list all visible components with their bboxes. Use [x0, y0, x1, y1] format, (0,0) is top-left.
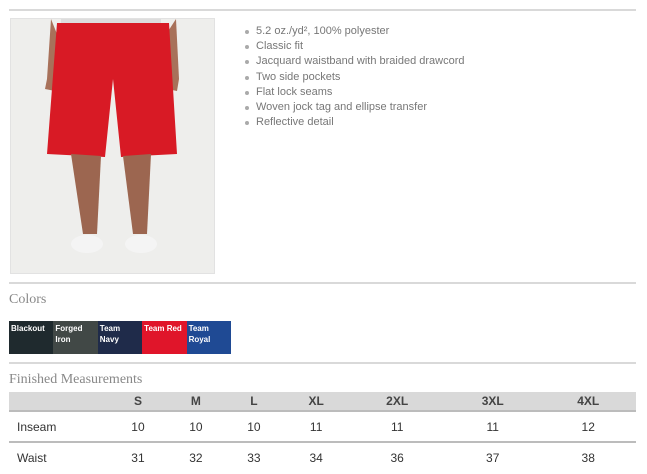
divider — [9, 362, 636, 364]
measurements-table: S M L XL 2XL 3XL 4XL Inseam 10 10 10 11 … — [9, 392, 636, 473]
cell: 11 — [282, 411, 350, 443]
cell: 34 — [309, 451, 323, 465]
header-cell: L — [224, 392, 283, 412]
table-row: Inseam 10 10 10 11 11 11 12 — [9, 411, 636, 443]
cell: 33 — [247, 451, 261, 465]
color-swatch[interactable]: Team Red — [142, 321, 187, 354]
feature-item: Reflective detail — [244, 115, 465, 130]
top-divider — [9, 9, 636, 11]
swatch-label: Team Red — [144, 324, 182, 333]
swatch-label: Team Navy — [99, 324, 121, 344]
cell: 11 — [444, 411, 541, 443]
header-cell — [9, 392, 109, 412]
color-swatches: Blackout Forged Iron Team Navy Team Red … — [9, 321, 231, 354]
swatch-label: Blackout — [11, 324, 45, 333]
header-cell: M — [166, 392, 225, 412]
cell: 36 — [390, 451, 404, 465]
table-header-row: S M L XL 2XL 3XL 4XL — [9, 392, 636, 412]
feature-item: Classic fit — [244, 39, 465, 54]
colors-heading: Colors — [9, 292, 47, 307]
cell: 37 — [486, 451, 500, 465]
feature-item: Two side pockets — [244, 70, 465, 85]
cell: 38 — [581, 451, 595, 465]
table-row: Waist 31 32 33 34 36 37 38 — [9, 442, 636, 473]
divider — [9, 282, 636, 284]
cell: 11 — [349, 411, 445, 443]
cell: 31 — [131, 451, 145, 465]
row-label: Waist — [17, 451, 47, 465]
feature-list: 5.2 oz./yd², 100% polyester Classic fit … — [244, 24, 465, 130]
header-cell: S — [109, 392, 167, 412]
color-swatch[interactable]: Blackout — [9, 321, 54, 354]
feature-item: Flat lock seams — [244, 85, 465, 100]
feature-item: Jacquard waistband with braided drawcord — [244, 54, 465, 69]
cell: 32 — [189, 451, 203, 465]
measurements-heading: Finished Measurements — [9, 372, 143, 387]
cell: 10 — [109, 411, 167, 443]
cell: 12 — [540, 411, 636, 443]
cell: 10 — [224, 411, 283, 443]
swatch-label: Forged Iron — [55, 324, 83, 344]
color-swatch[interactable]: Team Royal — [186, 321, 231, 354]
color-swatch[interactable]: Forged Iron — [53, 321, 98, 354]
feature-item: Woven jock tag and ellipse transfer — [244, 100, 465, 115]
header-cell: 4XL — [540, 392, 636, 412]
row-label: Inseam — [9, 411, 109, 443]
feature-item: 5.2 oz./yd², 100% polyester — [244, 24, 465, 39]
swatch-label: Team Royal — [188, 324, 211, 344]
header-cell: 2XL — [349, 392, 445, 412]
header-cell: 3XL — [444, 392, 541, 412]
cell: 10 — [166, 411, 225, 443]
header-cell: XL — [282, 392, 350, 412]
color-swatch[interactable]: Team Navy — [97, 321, 143, 354]
product-image — [10, 18, 215, 274]
